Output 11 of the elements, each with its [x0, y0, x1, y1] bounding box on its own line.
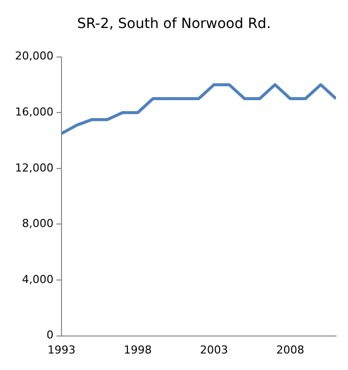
- y-tick-label: 12,000: [14, 161, 54, 174]
- y-tick-label: 16,000: [14, 105, 54, 118]
- chart-title: SR-2, South of Norwood Rd.: [77, 16, 271, 32]
- x-tick-label: 1998: [124, 343, 152, 356]
- y-tick-label: 0: [46, 328, 54, 342]
- y-tick-label: 8,000: [22, 217, 54, 230]
- x-tick-label: 2003: [200, 343, 228, 356]
- x-tick-label: 2008: [276, 343, 304, 356]
- x-tick-label: 1993: [47, 343, 76, 356]
- y-tick-label: 20,000: [14, 50, 54, 63]
- y-tick-label: 4,000: [22, 272, 54, 286]
